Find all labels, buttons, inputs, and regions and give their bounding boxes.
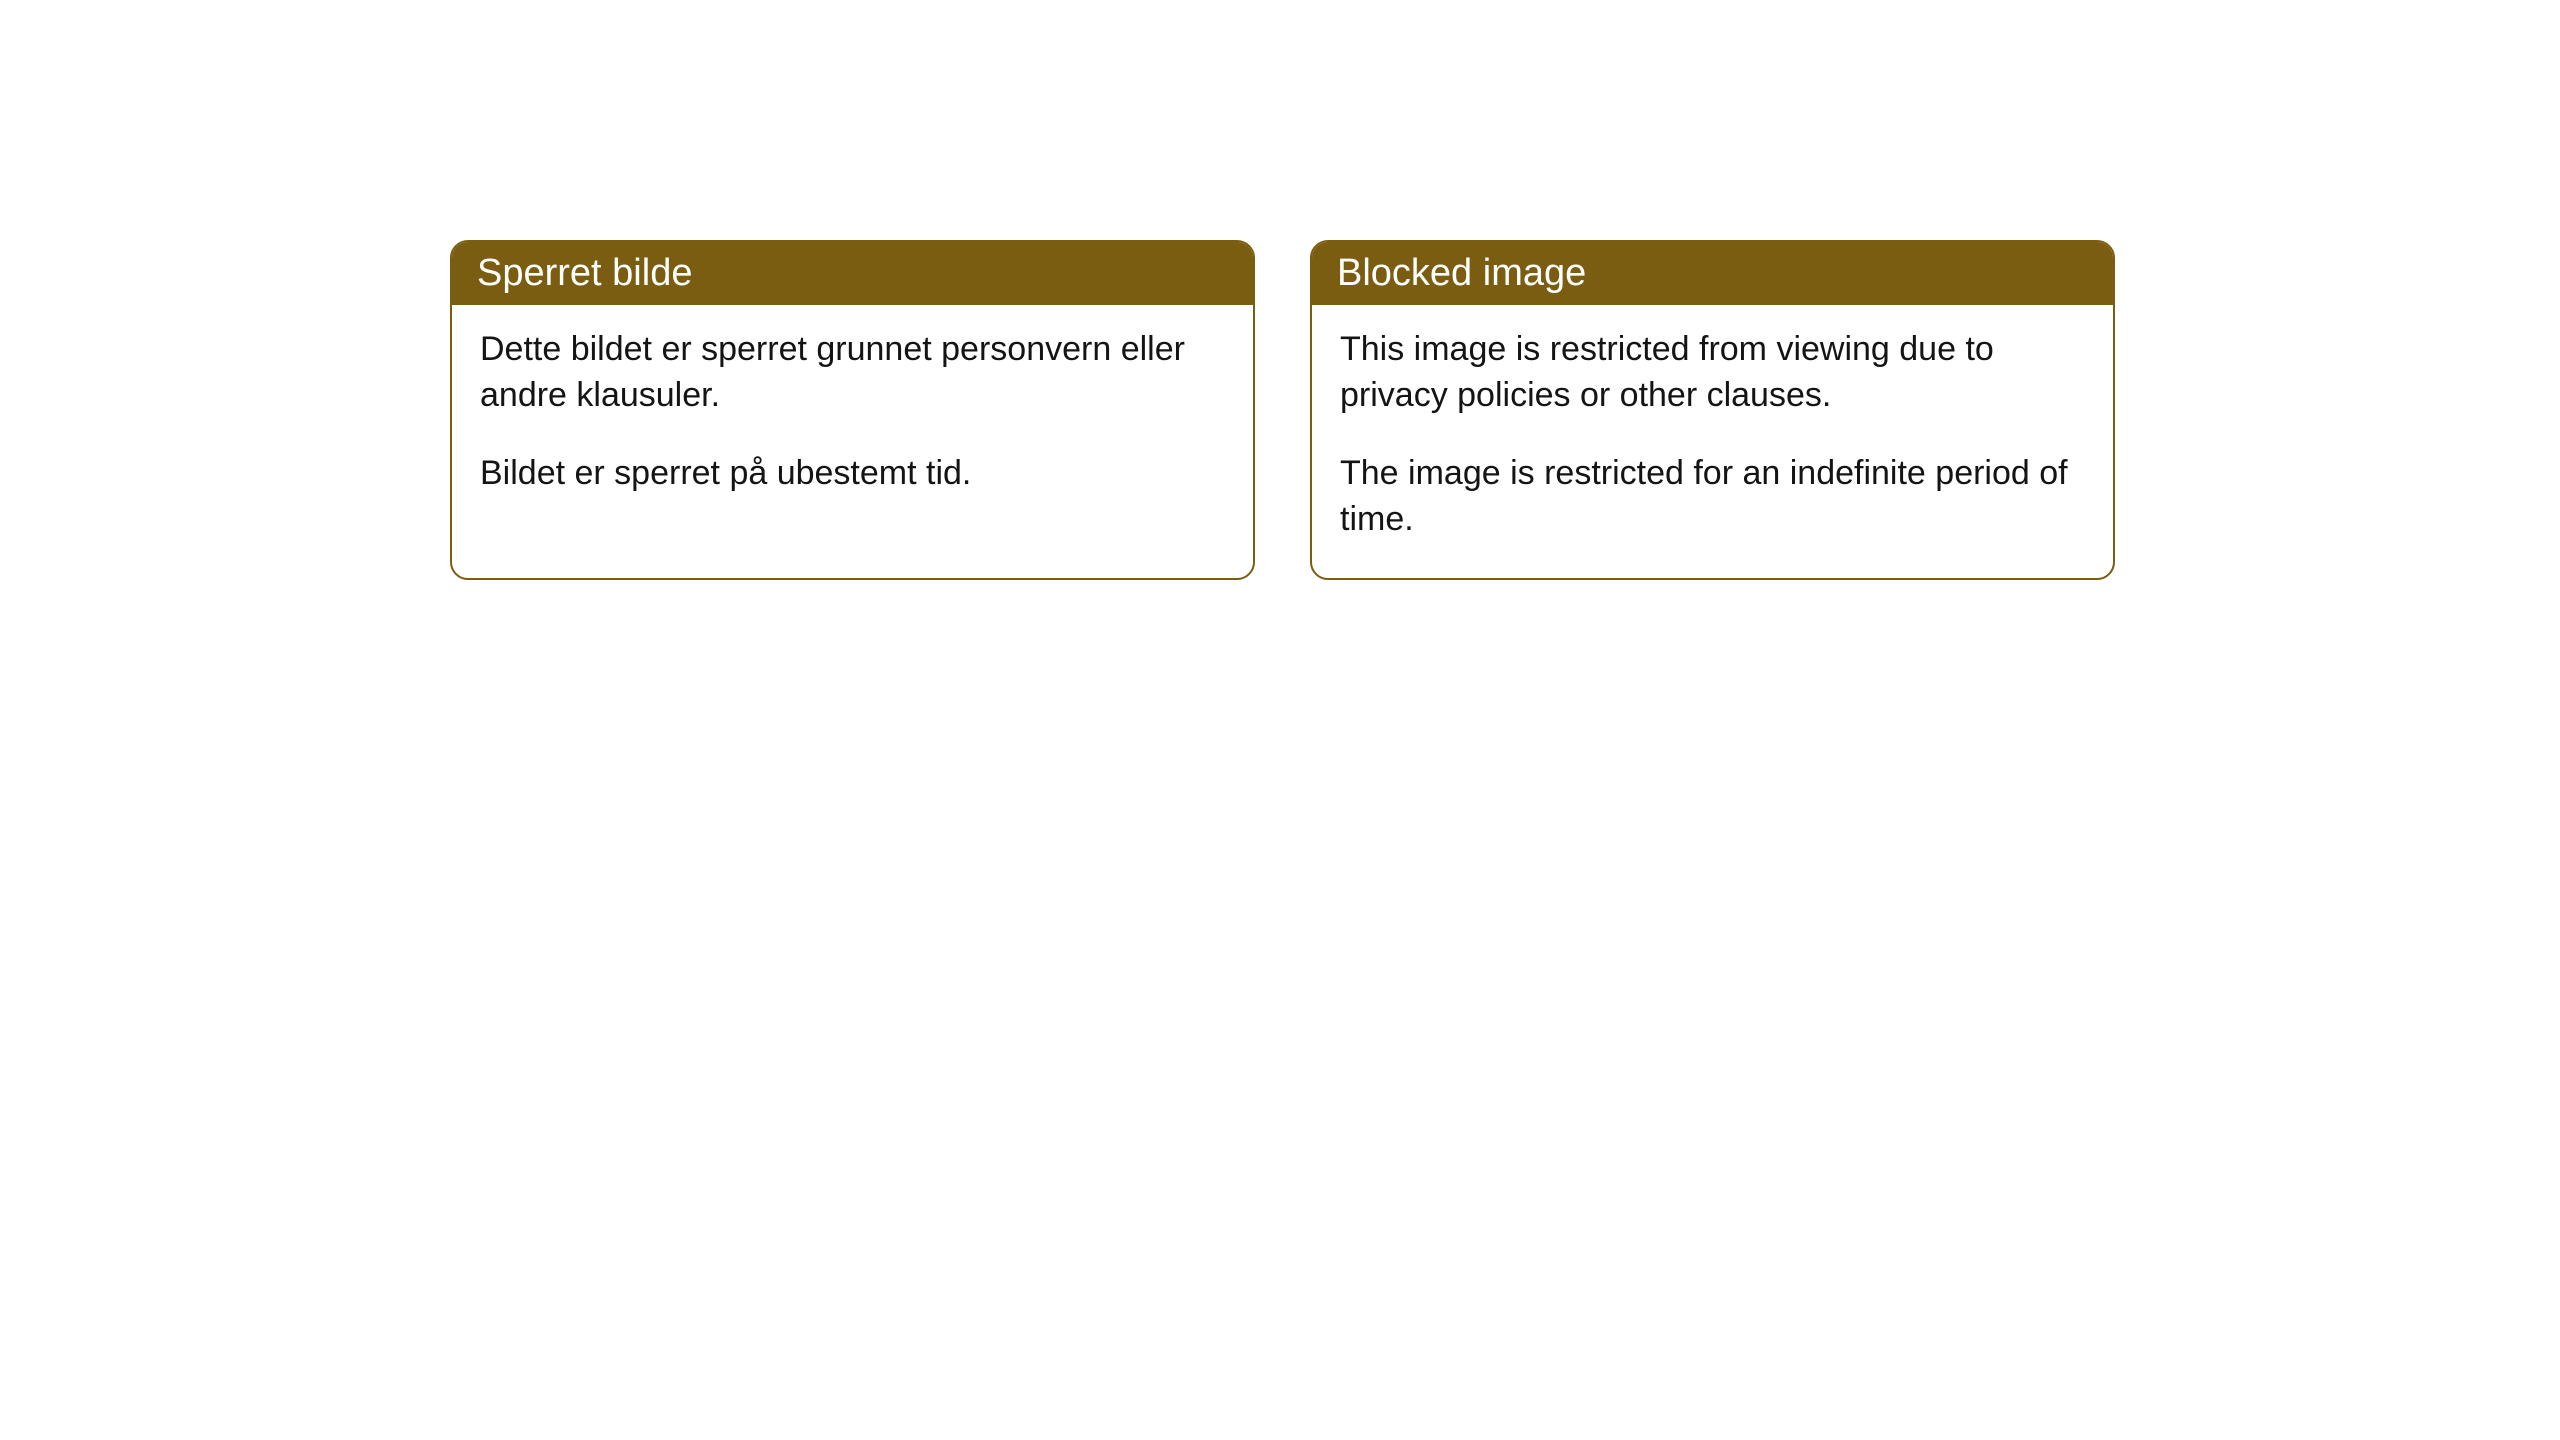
card-body-no: Dette bildet er sperret grunnet personve… xyxy=(452,305,1253,532)
card-paragraph-1-en: This image is restricted from viewing du… xyxy=(1340,327,2085,419)
card-body-en: This image is restricted from viewing du… xyxy=(1312,305,2113,578)
blocked-image-card-no: Sperret bilde Dette bildet er sperret gr… xyxy=(450,240,1255,580)
blocked-image-card-en: Blocked image This image is restricted f… xyxy=(1310,240,2115,580)
card-header-no: Sperret bilde xyxy=(452,242,1253,305)
card-paragraph-1-no: Dette bildet er sperret grunnet personve… xyxy=(480,327,1225,419)
card-paragraph-2-en: The image is restricted for an indefinit… xyxy=(1340,451,2085,543)
cards-container: Sperret bilde Dette bildet er sperret gr… xyxy=(450,240,2115,580)
card-header-en: Blocked image xyxy=(1312,242,2113,305)
card-paragraph-2-no: Bildet er sperret på ubestemt tid. xyxy=(480,451,1225,497)
